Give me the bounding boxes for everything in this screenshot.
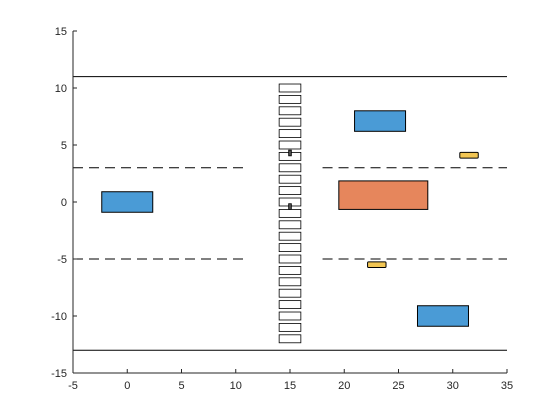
x-tick-label: 20 (338, 380, 350, 392)
crosswalk-stripe (278, 300, 302, 309)
x-tick-label: 10 (230, 380, 242, 392)
crosswalk-stripe (278, 163, 302, 173)
x-tick-label: 30 (447, 380, 459, 392)
x-tick-label: 5 (178, 380, 184, 392)
crosswalk-stripe (278, 106, 302, 116)
crosswalk-stripe (278, 243, 302, 252)
crosswalk-stripe (278, 220, 302, 230)
crosswalk-stripe (278, 209, 302, 218)
car-marker (354, 110, 407, 132)
crosswalk-stripe (278, 129, 302, 138)
y-tick-label: 5 (61, 140, 67, 152)
crosswalk-stripe (278, 288, 302, 298)
crosswalk-stripe (278, 266, 302, 275)
car-marker (101, 191, 154, 213)
y-tick-label: 15 (55, 26, 67, 38)
bicycle-marker (367, 261, 387, 269)
crosswalk-stripe (278, 323, 302, 332)
actors-layer (101, 110, 479, 327)
x-tick-label: 15 (284, 380, 296, 392)
x-tick-label: 0 (124, 380, 130, 392)
y-tick-label: -5 (57, 254, 67, 266)
crosswalk-stripe (278, 231, 302, 241)
x-tick-label: -5 (68, 380, 78, 392)
crosswalk-stripe (278, 186, 302, 195)
crosswalk-stripe (278, 95, 302, 104)
crosswalk (278, 83, 302, 344)
x-tick-label: 35 (501, 380, 513, 392)
y-tick-label: 0 (61, 197, 67, 209)
crosswalk-stripe (278, 117, 302, 127)
y-tick-label: -10 (51, 311, 67, 323)
crosswalk-stripe (278, 83, 302, 93)
crosswalk-stripe (278, 311, 302, 321)
crosswalk-stripe (278, 254, 302, 264)
pedestrian-marker (288, 149, 292, 157)
y-tick-label: -15 (51, 368, 67, 380)
crosswalk-stripe (278, 277, 302, 287)
x-tick-label: 25 (392, 380, 404, 392)
crosswalk-stripe (278, 140, 302, 150)
car-marker (416, 305, 469, 327)
y-tick-label: 10 (55, 83, 67, 95)
crosswalk-stripe (278, 174, 302, 184)
crosswalk-stripe (278, 334, 302, 344)
truck-marker (338, 180, 429, 210)
bicycle-marker (459, 151, 479, 159)
pedestrian-marker (288, 203, 292, 210)
road-layer (73, 76, 507, 351)
axes: -5 0 5 10 15 20 25 30 35 -15 -10 -5 0 5 10 15 (51, 26, 513, 392)
